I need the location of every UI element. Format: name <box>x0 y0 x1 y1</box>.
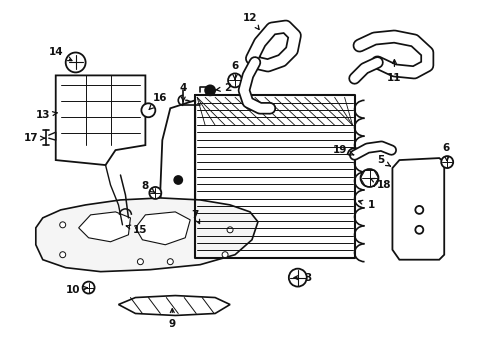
Circle shape <box>264 103 274 113</box>
Polygon shape <box>36 198 258 272</box>
Circle shape <box>222 252 227 258</box>
Text: 11: 11 <box>386 60 401 84</box>
Text: 16: 16 <box>149 93 167 109</box>
Text: 7: 7 <box>191 210 199 224</box>
Text: 14: 14 <box>48 48 72 60</box>
Text: 10: 10 <box>65 284 87 294</box>
Polygon shape <box>79 212 130 242</box>
Circle shape <box>167 259 173 265</box>
Text: 19: 19 <box>332 145 353 155</box>
Text: 6: 6 <box>231 62 238 79</box>
Text: 12: 12 <box>242 13 259 30</box>
Circle shape <box>60 252 65 258</box>
Text: 6: 6 <box>442 143 449 161</box>
Text: 15: 15 <box>126 225 147 235</box>
Polygon shape <box>135 212 190 245</box>
Circle shape <box>149 187 161 199</box>
Circle shape <box>137 259 143 265</box>
Polygon shape <box>118 296 229 315</box>
Text: 2: 2 <box>216 84 231 93</box>
Polygon shape <box>392 158 443 260</box>
Text: 4: 4 <box>179 84 186 101</box>
Text: 9: 9 <box>168 309 176 329</box>
Text: 3: 3 <box>293 273 311 283</box>
Text: 17: 17 <box>23 133 45 143</box>
Text: 13: 13 <box>36 110 57 120</box>
Circle shape <box>60 222 65 228</box>
Circle shape <box>288 269 306 287</box>
Circle shape <box>227 73 242 87</box>
Text: 18: 18 <box>369 179 391 190</box>
Circle shape <box>414 206 423 214</box>
Text: 5: 5 <box>376 155 390 166</box>
Circle shape <box>440 156 452 168</box>
Circle shape <box>205 85 215 95</box>
Circle shape <box>65 53 85 72</box>
Circle shape <box>174 176 182 184</box>
Circle shape <box>82 282 94 293</box>
Text: 8: 8 <box>142 181 155 193</box>
Polygon shape <box>56 75 145 165</box>
Circle shape <box>141 103 155 117</box>
Circle shape <box>414 226 423 234</box>
Circle shape <box>226 227 233 233</box>
Polygon shape <box>160 100 195 260</box>
Text: 1: 1 <box>358 200 374 210</box>
Circle shape <box>360 169 378 187</box>
